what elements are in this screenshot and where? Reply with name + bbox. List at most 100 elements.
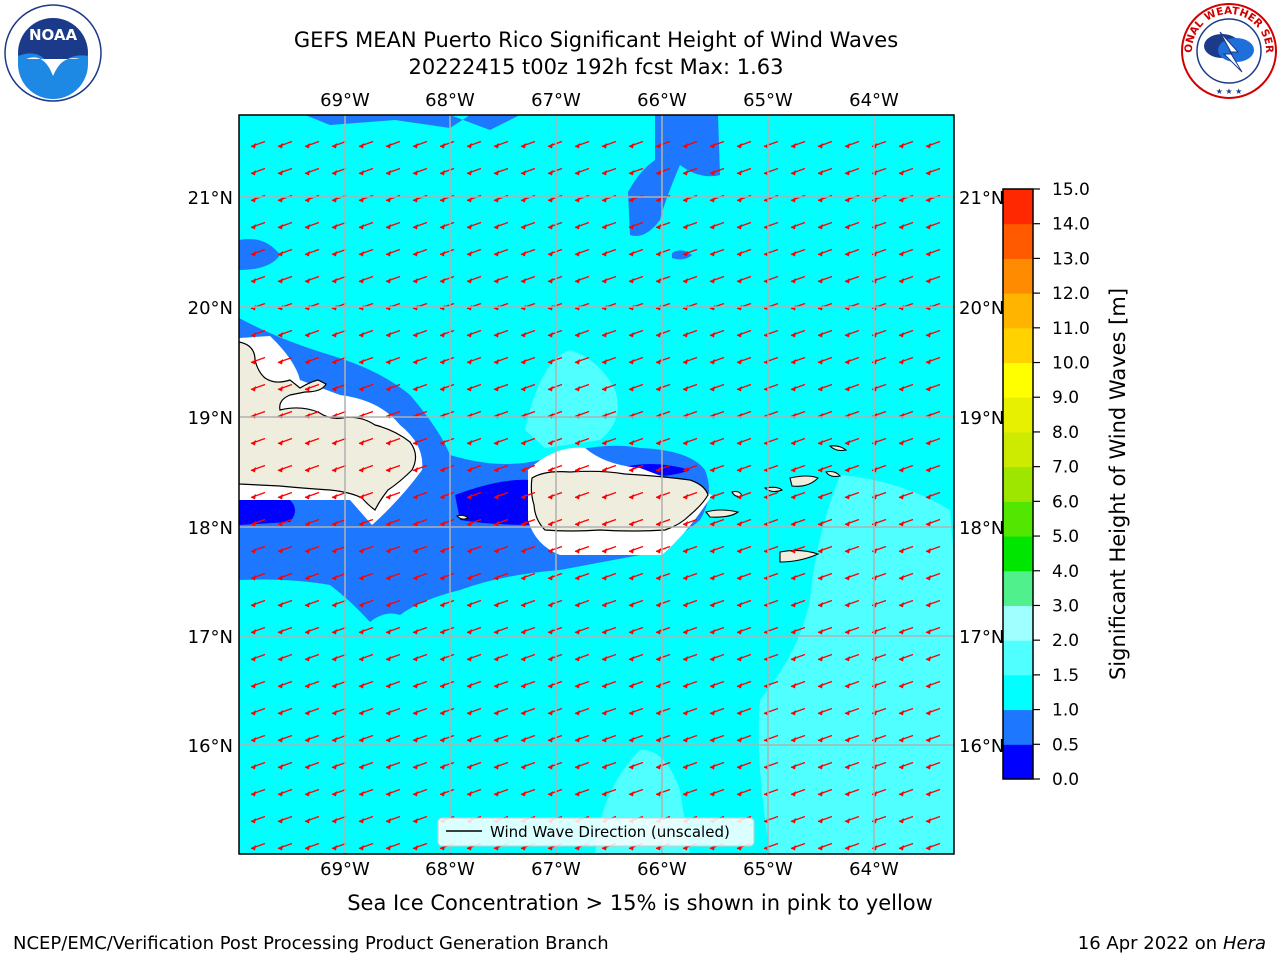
wave-direction-arrow [574, 734, 590, 743]
wave-field-0p5-north [628, 115, 720, 236]
wave-direction-arrow [844, 761, 860, 770]
wave-direction-arrow [439, 464, 455, 473]
wave-direction-arrow [790, 275, 806, 284]
wave-direction-arrow [682, 518, 698, 527]
wave-direction-arrow [844, 356, 860, 365]
wave-direction-arrow [277, 275, 293, 284]
wave-direction-arrow [250, 518, 266, 527]
colorbar-tick-label: 2.0 [1052, 631, 1079, 651]
wave-direction-arrow [844, 518, 860, 527]
wave-direction-arrow [574, 518, 590, 527]
wave-direction-arrow [277, 815, 293, 824]
wave-direction-arrow [439, 329, 455, 338]
colorbar-segment [1003, 431, 1033, 468]
wave-direction-arrow [844, 275, 860, 284]
wave-direction-arrow [250, 464, 266, 473]
wave-direction-arrow [844, 626, 860, 635]
wave-direction-arrow [520, 653, 536, 662]
wave-direction-arrow [790, 329, 806, 338]
wave-direction-arrow [439, 653, 455, 662]
wave-direction-arrow [547, 329, 563, 338]
wave-direction-arrow [736, 140, 752, 149]
colorbar-tick-label: 14.0 [1052, 215, 1090, 235]
wave-direction-arrow [574, 167, 590, 176]
wave-direction-arrow [412, 437, 428, 446]
wave-direction-arrow [601, 140, 617, 149]
wave-direction-arrow [493, 167, 509, 176]
wave-direction-arrow [898, 491, 914, 500]
wave-direction-arrow [898, 680, 914, 689]
wave-direction-arrow [628, 599, 644, 608]
wave-direction-arrow [709, 761, 725, 770]
wave-field-1p5-east [758, 475, 954, 854]
wave-direction-arrow [709, 167, 725, 176]
wave-direction-arrow [898, 248, 914, 257]
wave-direction-arrow [655, 491, 671, 500]
wave-direction-arrow [385, 383, 401, 392]
wave-direction-arrow [277, 545, 293, 554]
lon-label: 64°W [849, 90, 899, 111]
wave-direction-arrow [439, 572, 455, 581]
wave-direction-arrow [250, 572, 266, 581]
wave-direction-arrow [628, 545, 644, 554]
wind-wave-arrows [250, 140, 941, 851]
wave-direction-arrow [277, 788, 293, 797]
lat-label: 19°N [188, 408, 233, 429]
lon-label: 69°W [320, 90, 370, 111]
wave-field-0p5-nw [239, 239, 280, 270]
wave-direction-arrow [466, 788, 482, 797]
wave-direction-arrow [709, 248, 725, 257]
wave-direction-arrow [601, 626, 617, 635]
wave-direction-arrow [520, 788, 536, 797]
wave-direction-arrow [682, 221, 698, 230]
colorbar-segment [1003, 709, 1033, 745]
wave-direction-arrow [574, 599, 590, 608]
wave-direction-arrow [520, 437, 536, 446]
svg-text:★ ★ ★: ★ ★ ★ [1216, 87, 1243, 96]
colorbar-segment [1003, 570, 1033, 606]
lon-label: 68°W [425, 90, 475, 111]
wave-direction-arrow [385, 815, 401, 824]
wave-direction-arrow [439, 788, 455, 797]
colorbar-segment [1003, 674, 1033, 711]
colorbar-tick-label: 13.0 [1052, 249, 1090, 269]
lat-label: 21°N [959, 188, 1004, 209]
wave-direction-arrow [385, 680, 401, 689]
wave-direction-arrow [466, 437, 482, 446]
wave-direction-arrow [601, 275, 617, 284]
wave-direction-arrow [304, 329, 320, 338]
wave-direction-arrow [385, 707, 401, 716]
wave-direction-arrow [250, 140, 266, 149]
lon-label: 66°W [637, 90, 687, 111]
wave-direction-arrow [304, 680, 320, 689]
wave-direction-arrow [412, 761, 428, 770]
wave-direction-arrow [493, 545, 509, 554]
wave-direction-arrow [817, 140, 833, 149]
wave-direction-arrow [277, 518, 293, 527]
wave-direction-arrow [439, 221, 455, 230]
wave-direction-arrow [898, 545, 914, 554]
wave-direction-arrow [520, 734, 536, 743]
lon-label: 65°W [743, 859, 793, 880]
wave-direction-arrow [385, 572, 401, 581]
wave-direction-arrow [439, 680, 455, 689]
wave-direction-arrow [817, 788, 833, 797]
wave-direction-arrow [682, 491, 698, 500]
wave-direction-arrow [385, 761, 401, 770]
wave-direction-arrow [412, 140, 428, 149]
wave-direction-arrow [844, 680, 860, 689]
wave-direction-arrow [439, 761, 455, 770]
wave-direction-arrow [601, 437, 617, 446]
wave-direction-arrow [925, 545, 941, 554]
wave-direction-arrow [601, 545, 617, 554]
wave-direction-arrow [628, 275, 644, 284]
colorbar-tick-label: 5.0 [1052, 527, 1079, 547]
wave-direction-arrow [304, 842, 320, 851]
wave-direction-arrow [466, 221, 482, 230]
wave-direction-arrow [304, 221, 320, 230]
wave-direction-arrow [304, 383, 320, 392]
wave-direction-arrow [844, 842, 860, 851]
wave-direction-arrow [628, 653, 644, 662]
lon-label: 69°W [320, 859, 370, 880]
wave-direction-arrow [601, 167, 617, 176]
